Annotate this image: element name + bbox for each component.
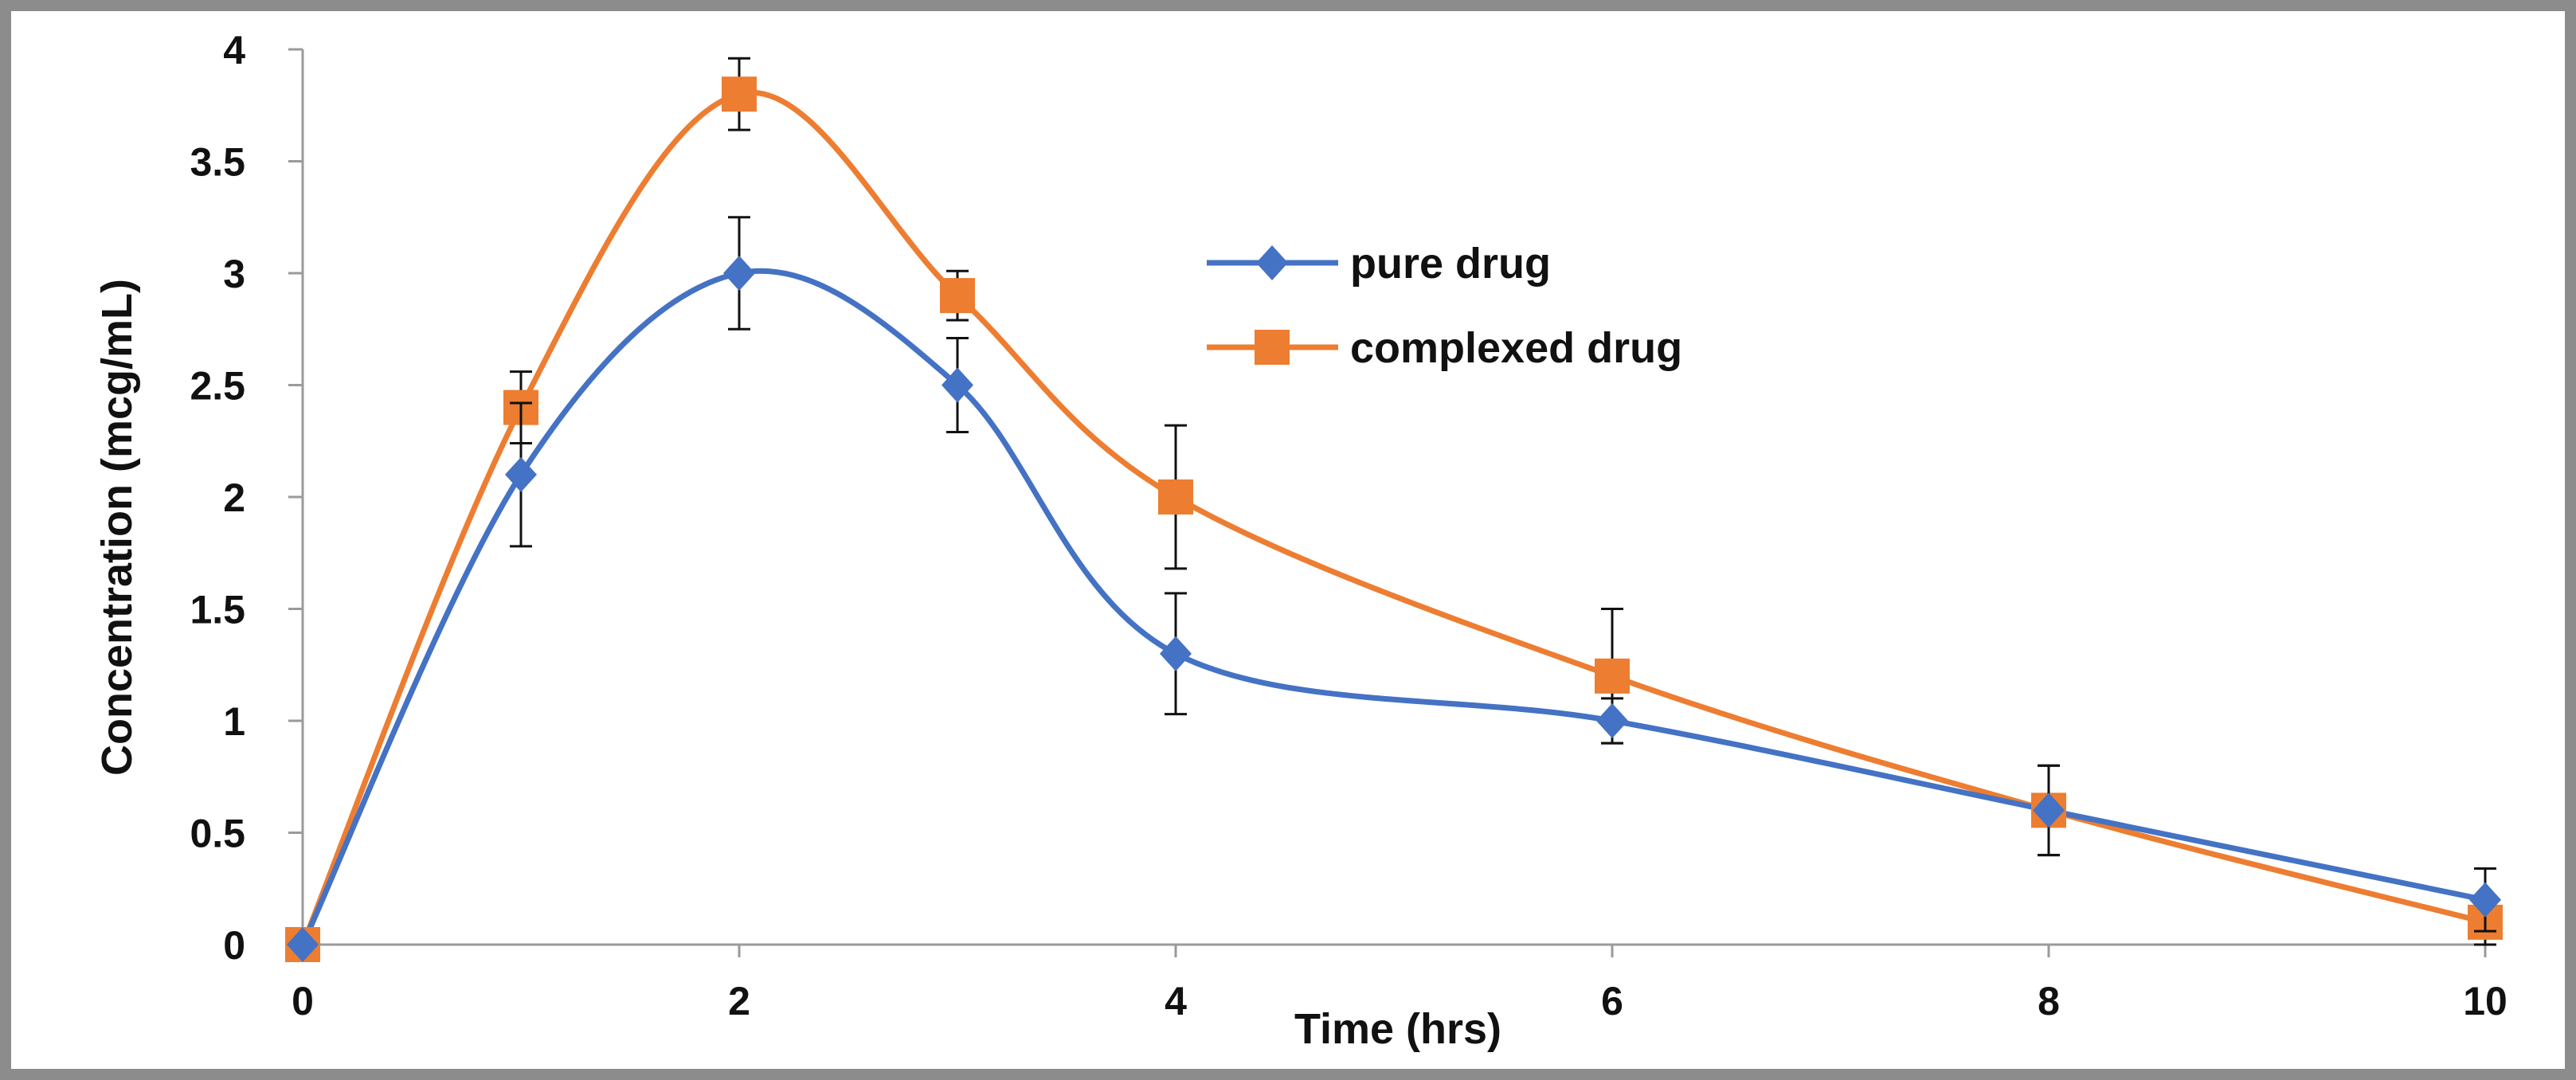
series-line xyxy=(299,268,2486,946)
data-point xyxy=(1158,479,1193,515)
data-point xyxy=(287,927,319,962)
y-tick-label: 3 xyxy=(223,252,245,296)
series-layer xyxy=(285,57,2503,962)
x-tick-label: 4 xyxy=(1165,979,1187,1023)
series-complexed-drug xyxy=(299,89,2486,946)
y-tick-label: 4 xyxy=(223,28,245,72)
y-tick-label: 2.5 xyxy=(190,364,245,409)
y-axis-ticks: 0 0.5 1 1.5 2 2.5 3 3.5 4 xyxy=(190,28,303,968)
x-axis-ticks: 0 2 4 6 8 10 xyxy=(292,945,2507,1023)
legend-marker xyxy=(1255,330,1290,365)
x-tick-label: 8 xyxy=(2038,979,2060,1023)
x-tick-label: 6 xyxy=(1601,979,1623,1023)
y-tick-label: 0.5 xyxy=(190,812,245,856)
x-tick-label: 0 xyxy=(292,979,314,1023)
legend-item-pure-drug: pure drug xyxy=(1207,240,1551,288)
legend-label: complexed drug xyxy=(1350,324,1682,372)
data-point xyxy=(722,76,757,112)
legend: pure drug complexed drug xyxy=(1207,240,1682,372)
data-point xyxy=(2033,792,2065,828)
legend-label: pure drug xyxy=(1350,240,1551,288)
x-tick-label: 10 xyxy=(2463,979,2507,1023)
y-tick-label: 3.5 xyxy=(190,140,245,185)
data-point xyxy=(1595,658,1630,694)
data-point xyxy=(1596,703,1628,738)
y-tick-label: 0 xyxy=(223,923,245,968)
y-tick-label: 1.5 xyxy=(190,588,245,632)
data-point xyxy=(1160,636,1192,671)
y-tick-label: 2 xyxy=(223,475,245,520)
data-point xyxy=(723,256,755,291)
legend-marker xyxy=(1256,245,1288,280)
data-point xyxy=(2469,882,2501,918)
y-tick-label: 1 xyxy=(223,699,245,744)
x-tick-label: 2 xyxy=(728,979,750,1023)
x-axis-title: Time (hrs) xyxy=(1294,1005,1501,1053)
data-point xyxy=(940,278,975,314)
legend-item-complexed-drug: complexed drug xyxy=(1207,324,1682,372)
data-point xyxy=(505,456,537,492)
axes xyxy=(301,49,2485,946)
series-complexed-drug-points xyxy=(285,57,2503,962)
series-line xyxy=(299,89,2486,946)
data-point xyxy=(942,367,973,403)
series-pure-drug xyxy=(299,268,2486,946)
y-axis-title: Concentration (mcg/mL) xyxy=(93,279,141,776)
series-pure-drug-points xyxy=(287,216,2501,962)
